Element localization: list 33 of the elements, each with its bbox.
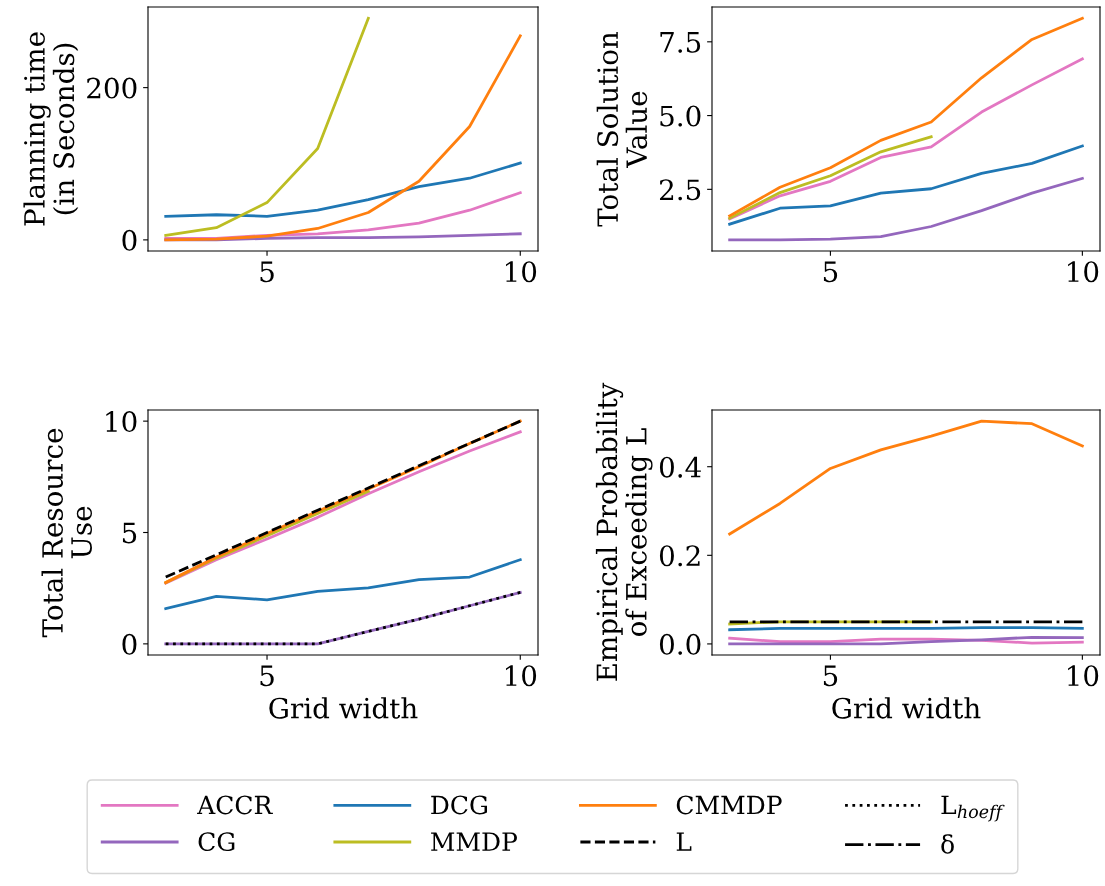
y-tick-label: 0.2 bbox=[659, 545, 700, 567]
y-tick-label: 0 bbox=[122, 633, 137, 655]
x-tick-label: 5 bbox=[823, 261, 838, 283]
x-axis-title: Grid width bbox=[832, 697, 981, 719]
y-axis-title: Total Solution Value bbox=[596, 31, 648, 227]
text: δ bbox=[941, 834, 954, 854]
y-tick-label: 0 bbox=[122, 229, 137, 251]
y-tick-label: 2.5 bbox=[659, 179, 701, 201]
y-axis-title: Planning time (in Seconds) bbox=[23, 32, 79, 226]
x-tick-label: 5 bbox=[260, 665, 274, 687]
y-tick-label: 7.5 bbox=[660, 32, 701, 53]
y-tick-label: 5 bbox=[122, 522, 137, 544]
legend-label: L$_{hoeff}$ bbox=[941, 795, 1005, 822]
legend-label: CG bbox=[198, 832, 235, 852]
x-tick-label: 10 bbox=[505, 665, 537, 687]
x-tick-label: 10 bbox=[1068, 261, 1099, 283]
y-tick-label: 5.0 bbox=[660, 105, 701, 127]
legend-label: DCG bbox=[431, 795, 487, 815]
y-axis-title: Empirical Probability of Exceeding L bbox=[595, 382, 653, 681]
x-tick-label: 5 bbox=[823, 665, 838, 687]
legend-label: ACCR bbox=[197, 795, 273, 815]
legend-label: MMDP bbox=[431, 832, 517, 851]
x-tick-label: 10 bbox=[505, 261, 537, 283]
x-tick-label: 5 bbox=[260, 261, 274, 283]
y-tick-label: 0.4 bbox=[659, 456, 701, 478]
x-axis-title: Grid width bbox=[269, 697, 418, 719]
y-axis-title: Total Resource Use bbox=[41, 428, 92, 638]
y-tick-label: 0.0 bbox=[659, 633, 701, 655]
y-tick-label: 10 bbox=[106, 411, 137, 433]
legend-label: CMMDP bbox=[676, 795, 782, 815]
y-tick-label: 200 bbox=[87, 77, 137, 99]
x-tick-label: 10 bbox=[1068, 665, 1099, 687]
legend-label: L bbox=[676, 832, 692, 851]
